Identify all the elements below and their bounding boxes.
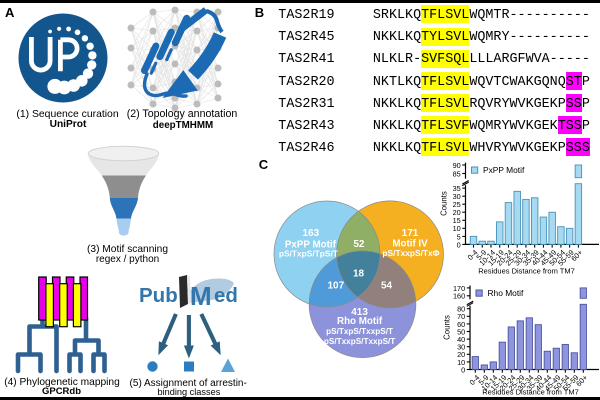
svg-text:15: 15 [453,216,461,225]
svg-text:Residues Distance from TM7: Residues Distance from TM7 [482,388,579,397]
svg-text:18: 18 [353,268,365,279]
svg-text:Rho Motif: Rho Motif [488,288,525,298]
svg-text:pS/TxpS/TpS/T: pS/TxpS/TpS/T [279,249,339,259]
svg-text:40: 40 [457,335,465,344]
svg-text:Pub: Pub [139,284,178,307]
svg-text:pS/TxxpS/TxxpS/T: pS/TxxpS/TxxpS/T [324,337,395,346]
svg-text:30: 30 [457,343,465,352]
svg-text:Counts: Counts [443,315,452,340]
svg-text:0: 0 [461,365,465,374]
svg-text:M: M [190,281,212,311]
svg-text:0: 0 [457,240,461,249]
svg-text:PxPP Motif: PxPP Motif [483,165,525,175]
svg-text:160: 160 [453,292,465,301]
svg-text:30: 30 [453,192,461,201]
svg-text:107: 107 [327,281,344,292]
svg-text:52: 52 [353,239,365,250]
svg-text:35: 35 [453,184,461,193]
svg-text:pS/TxxpS/TxΦ: pS/TxxpS/TxΦ [382,248,439,258]
svg-text:25: 25 [453,200,461,209]
svg-text:60: 60 [457,320,465,329]
svg-text:20: 20 [457,350,465,359]
svg-text:10: 10 [457,358,465,367]
svg-text:20: 20 [453,208,461,217]
svg-text:5: 5 [457,232,461,241]
svg-text:163: 163 [302,228,319,239]
svg-text:ed: ed [214,284,238,307]
svg-text:90: 90 [453,161,461,170]
svg-text:170: 170 [453,284,465,293]
svg-text:Counts: Counts [440,191,449,216]
svg-text:54: 54 [381,281,393,292]
svg-text:171: 171 [402,228,419,239]
svg-text:85: 85 [453,169,461,178]
svg-text:60+: 60+ [574,373,589,388]
svg-text:Residues Distance from TM7: Residues Distance from TM7 [478,267,575,276]
svg-text:Motif IV: Motif IV [392,238,428,249]
svg-text:80: 80 [457,305,465,314]
svg-text:Rho Motif: Rho Motif [337,316,383,327]
svg-text:50: 50 [457,327,465,336]
svg-text:10: 10 [453,224,461,233]
svg-text:70: 70 [457,312,465,321]
svg-text:PxPP Motif: PxPP Motif [285,239,337,250]
svg-text:pS/TxpS/TxxpS/T: pS/TxpS/TxxpS/T [326,327,393,336]
svg-text:413: 413 [351,307,368,318]
